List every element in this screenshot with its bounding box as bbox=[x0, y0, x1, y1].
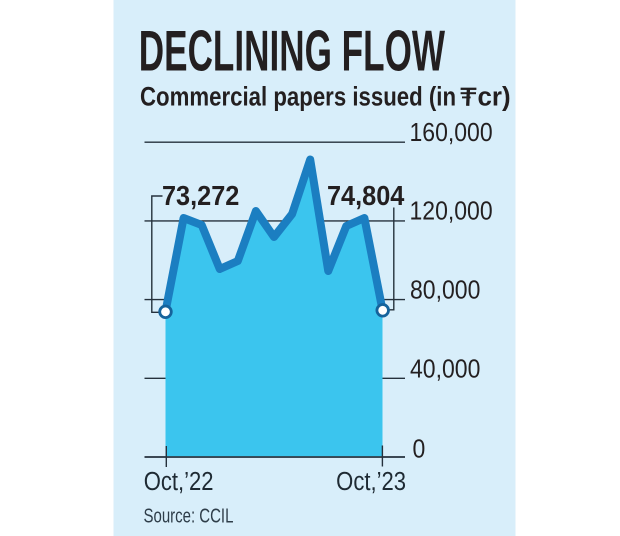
svg-text:160,000: 160,000 bbox=[410, 119, 493, 148]
svg-text:73,272: 73,272 bbox=[162, 180, 239, 211]
svg-text:40,000: 40,000 bbox=[410, 355, 480, 384]
svg-text:Commercial papers issued (in: Commercial papers issued (in bbox=[140, 83, 456, 112]
svg-text:Source: CCIL: Source: CCIL bbox=[144, 504, 234, 527]
svg-text:120,000: 120,000 bbox=[410, 197, 493, 226]
svg-text:0: 0 bbox=[412, 435, 425, 464]
svg-text:Oct,’23: Oct,’23 bbox=[336, 468, 406, 497]
svg-text:80,000: 80,000 bbox=[410, 276, 480, 305]
svg-text:DECLINING FLOW: DECLINING FLOW bbox=[139, 20, 445, 84]
svg-text:cr): cr) bbox=[478, 81, 511, 112]
svg-text:74,804: 74,804 bbox=[327, 180, 405, 211]
svg-text:Oct,’22: Oct,’22 bbox=[144, 468, 214, 497]
